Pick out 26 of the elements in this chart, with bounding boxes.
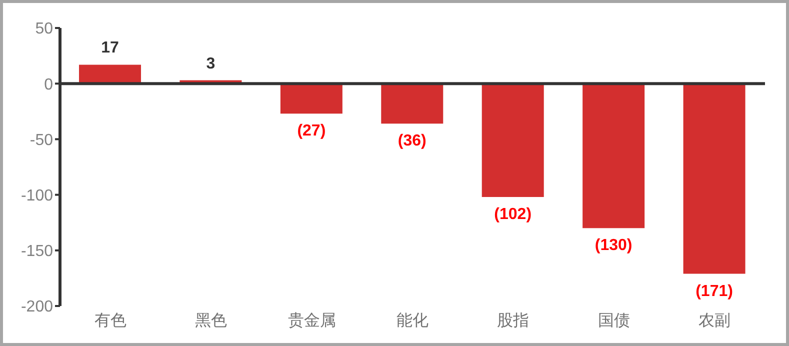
x-tick-label: 贵金属	[288, 310, 336, 330]
y-tick-label: -50	[30, 132, 54, 149]
x-tick-label: 农副	[698, 310, 731, 330]
bar	[683, 84, 746, 274]
bar	[79, 64, 141, 84]
x-tick-label: 股指	[497, 310, 530, 330]
x-tick-label: 有色	[94, 310, 126, 330]
data-label: (130)	[594, 237, 632, 254]
bar	[280, 84, 342, 114]
x-tick-label: 国债	[598, 310, 630, 330]
bar	[381, 84, 444, 124]
y-tick-label: -150	[20, 243, 54, 260]
x-tick-label: 能化	[396, 310, 428, 330]
bar	[482, 84, 544, 198]
y-tick-label: -200	[20, 298, 54, 316]
data-label: (36)	[398, 132, 426, 150]
y-tick-label: -100	[20, 187, 54, 204]
data-label: (102)	[494, 206, 532, 224]
y-tick-label: 50	[35, 20, 54, 38]
bar	[582, 84, 645, 228]
data-label: (27)	[297, 122, 326, 140]
data-label: (171)	[696, 282, 733, 300]
x-tick-label: 黑色	[195, 310, 228, 330]
data-label: 3	[206, 55, 216, 72]
data-label: 17	[101, 40, 119, 57]
y-tick-label: 0	[44, 76, 54, 94]
